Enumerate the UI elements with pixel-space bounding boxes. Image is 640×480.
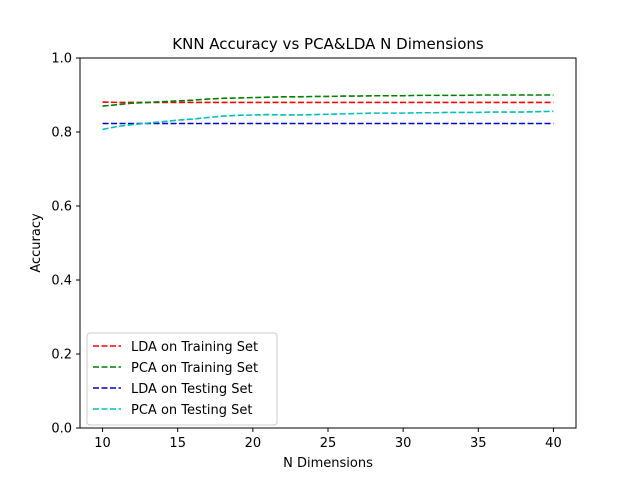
y-tick-label: 0.8: [51, 126, 72, 141]
legend: LDA on Training Set PCA on Training Set LD…: [86, 332, 278, 426]
series-layer: [102, 94, 554, 131]
legend-box: [86, 332, 278, 426]
x-axis-ticks: 10 15 20 25 30 35 40: [94, 428, 562, 451]
y-tick-label: 0.4: [51, 274, 72, 289]
y-tick-label: 0.0: [51, 422, 72, 437]
x-tick-label: 10: [94, 436, 111, 451]
x-tick-label: 25: [320, 436, 337, 451]
x-tick-label: 15: [169, 436, 186, 451]
x-axis-label: N Dimensions: [283, 456, 373, 471]
y-axis-label: Accuracy: [29, 213, 44, 273]
chart-title: KNN Accuracy vs PCA&LDA N Dimensions: [172, 35, 484, 53]
legend-entry: LDA on Training Set: [131, 340, 258, 355]
x-tick-label: 35: [470, 436, 487, 451]
y-axis-ticks: 0.0 0.2 0.4 0.6 0.8 1.0: [51, 52, 80, 437]
y-tick-label: 0.6: [51, 200, 72, 215]
y-tick-label: 0.2: [51, 348, 72, 363]
series-line-4: [102, 110, 554, 131]
y-tick-label: 1.0: [51, 52, 72, 67]
legend-entry: PCA on Testing Set: [131, 403, 252, 418]
legend-entry: PCA on Training Set: [131, 361, 258, 376]
legend-entry: LDA on Testing Set: [131, 382, 253, 397]
x-tick-label: 20: [245, 436, 262, 451]
x-tick-label: 40: [545, 436, 562, 451]
x-tick-label: 30: [395, 436, 412, 451]
series-line-2: [102, 94, 554, 107]
